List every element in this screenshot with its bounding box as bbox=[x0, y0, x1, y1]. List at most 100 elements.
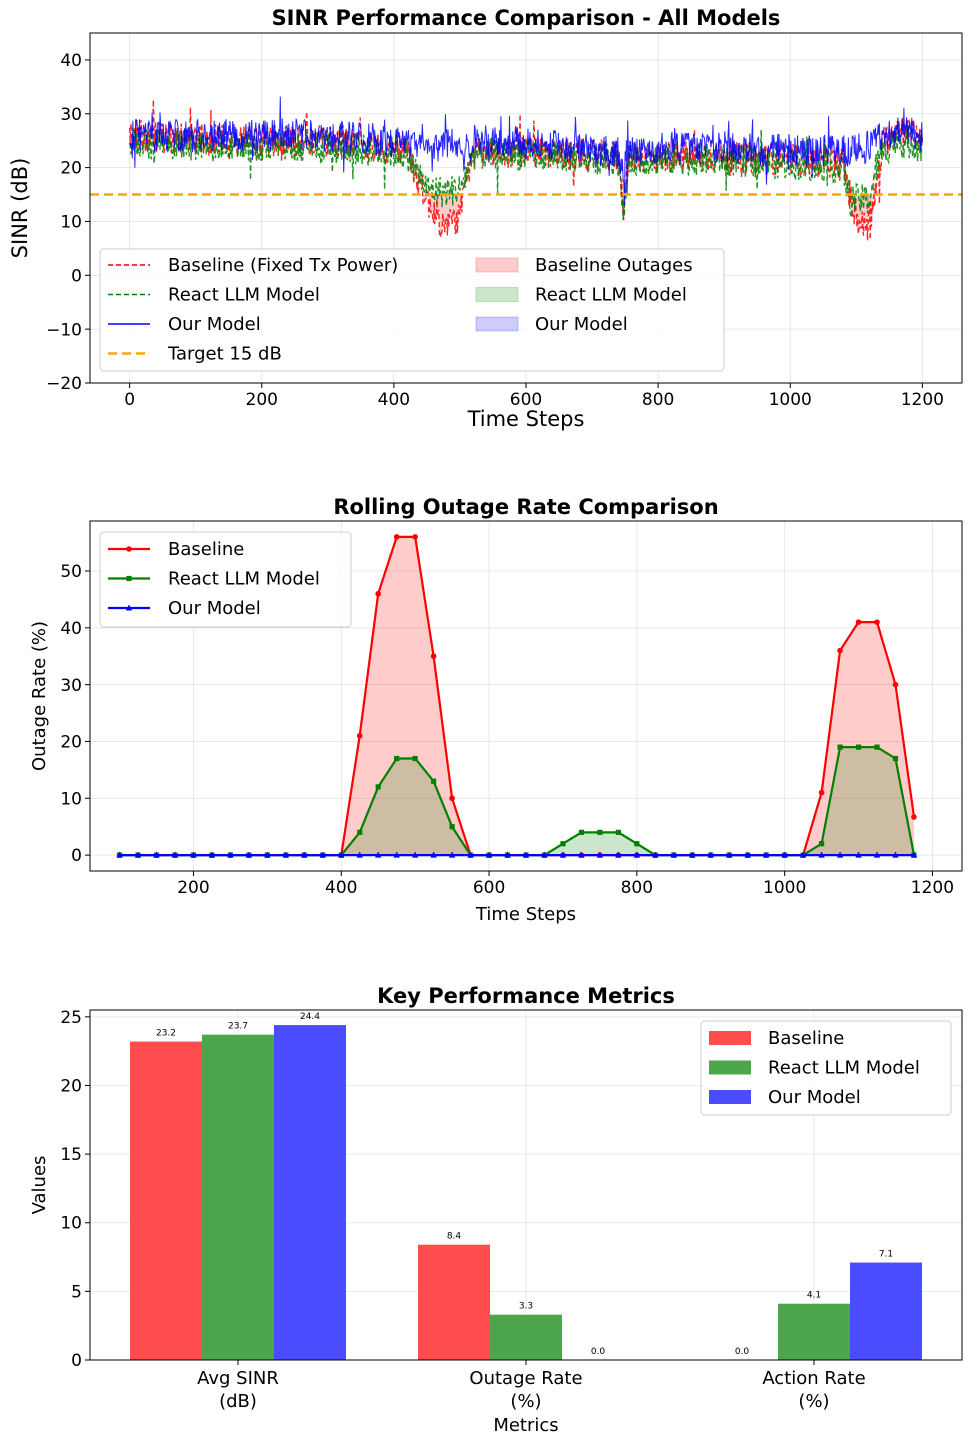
data-point bbox=[837, 647, 843, 654]
x-tick-label: 800 bbox=[621, 878, 653, 898]
y-tick-label: 50 bbox=[60, 562, 82, 582]
legend: Baseline (Fixed Tx Power) React LLM Model… bbox=[99, 248, 725, 372]
data-point bbox=[541, 851, 548, 858]
y-tick-label: 40 bbox=[60, 619, 82, 639]
y-tick-label: 10 bbox=[60, 213, 82, 233]
bar bbox=[130, 1041, 202, 1360]
legend-marker bbox=[126, 546, 132, 552]
data-point bbox=[892, 755, 899, 762]
legend-label: Baseline bbox=[168, 539, 244, 560]
outage-rate-chart: 200 400 600 800 1000 1200 0 10 20 30 40 50 Time Step… bbox=[29, 495, 963, 925]
x-axis-label: Metrics bbox=[493, 1415, 558, 1436]
y-tick-label: 20 bbox=[60, 159, 82, 179]
y-tick-label: 40 bbox=[60, 51, 82, 71]
y-tick-label: 30 bbox=[60, 676, 82, 696]
legend-swatch bbox=[709, 1090, 751, 1104]
bar-value-label: 3.3 bbox=[519, 1302, 533, 1312]
bar bbox=[202, 1034, 274, 1360]
y-tick-label: 0 bbox=[71, 846, 82, 866]
data-point bbox=[393, 534, 400, 540]
x-tick-label: Action Rate bbox=[762, 1368, 865, 1389]
legend-label: Our Model bbox=[535, 314, 628, 335]
bar-value-label: 8.4 bbox=[447, 1232, 462, 1242]
y-axis-label: Values bbox=[29, 1156, 50, 1215]
x-tick-label: 400 bbox=[378, 390, 410, 410]
data-point bbox=[448, 851, 456, 858]
bar bbox=[778, 1303, 850, 1360]
y-tick-label: 0 bbox=[71, 1351, 82, 1371]
legend-label: Our Model bbox=[168, 314, 261, 335]
x-tick-label: 200 bbox=[246, 390, 278, 410]
data-point bbox=[338, 851, 345, 858]
legend-marker bbox=[126, 575, 132, 582]
data-point bbox=[449, 795, 455, 802]
bar-value-label: 4.1 bbox=[807, 1291, 821, 1301]
data-point bbox=[227, 851, 234, 858]
data-point bbox=[449, 824, 455, 830]
bar-value-label: 24.4 bbox=[300, 1012, 320, 1022]
data-point bbox=[910, 851, 918, 858]
y-tick-label: 5 bbox=[71, 1282, 82, 1302]
metrics-bar-chart: 23.2 8.4 0.0 23.7 3.3 4.1 24.4 0.0 7.1 0 5 10 15 20 25… bbox=[29, 984, 963, 1436]
x-tick-label: 800 bbox=[642, 390, 674, 410]
x-tick-label: 1000 bbox=[763, 878, 806, 898]
legend-swatch bbox=[475, 257, 519, 273]
data-point bbox=[375, 590, 382, 597]
data-point bbox=[116, 851, 123, 858]
data-point bbox=[430, 653, 437, 660]
data-point bbox=[412, 534, 418, 540]
y-tick-label: 20 bbox=[60, 733, 82, 753]
data-point bbox=[171, 851, 179, 858]
legend-label: Baseline (Fixed Tx Power) bbox=[168, 255, 398, 276]
legend-label: React LLM Model bbox=[535, 285, 687, 306]
x-tick-label: Avg SINR bbox=[197, 1368, 279, 1389]
data-point bbox=[818, 841, 825, 847]
x-tick-label: (%) bbox=[510, 1391, 541, 1412]
y-tick-label: 10 bbox=[60, 789, 82, 809]
data-point bbox=[873, 851, 881, 858]
data-point bbox=[578, 851, 585, 858]
data-point bbox=[412, 755, 418, 762]
bar-value-label: 0.0 bbox=[735, 1347, 750, 1357]
data-point bbox=[855, 619, 862, 625]
x-axis-label: Time Steps bbox=[467, 407, 585, 431]
data-point bbox=[652, 851, 659, 858]
data-point bbox=[634, 841, 640, 847]
data-point bbox=[670, 851, 677, 858]
chart-title: SINR Performance Comparison - All Models bbox=[272, 6, 781, 30]
data-point bbox=[578, 829, 585, 835]
data-point bbox=[560, 841, 566, 847]
data-point bbox=[357, 829, 363, 835]
legend-label: Our Model bbox=[168, 598, 261, 619]
data-point bbox=[855, 851, 862, 858]
x-tick-label: 200 bbox=[177, 878, 209, 898]
data-point bbox=[356, 851, 363, 858]
chart-title: Key Performance Metrics bbox=[377, 984, 675, 1008]
bar-value-label: 0.0 bbox=[591, 1347, 606, 1357]
bar-value-label: 7.1 bbox=[879, 1250, 893, 1260]
data-point bbox=[301, 851, 308, 858]
x-tick-label: Outage Rate bbox=[469, 1368, 582, 1389]
data-point bbox=[781, 851, 788, 858]
data-point bbox=[356, 732, 363, 739]
x-tick-label: 1200 bbox=[901, 390, 944, 410]
y-tick-label: 20 bbox=[60, 1076, 82, 1096]
data-point bbox=[799, 851, 807, 858]
legend-label: React LLM Model bbox=[768, 1058, 920, 1079]
x-axis-label: Time Steps bbox=[475, 904, 576, 925]
series-line bbox=[129, 96, 923, 206]
series-fill bbox=[119, 747, 914, 856]
x-tick-label: (%) bbox=[798, 1391, 829, 1412]
data-point bbox=[818, 789, 825, 796]
legend-box bbox=[99, 248, 725, 372]
legend: Baseline React LLM Model Our Model bbox=[700, 1020, 952, 1116]
data-point bbox=[264, 851, 271, 858]
y-tick-label: 25 bbox=[60, 1008, 82, 1028]
data-point bbox=[615, 851, 622, 858]
data-point bbox=[874, 744, 880, 750]
bar bbox=[418, 1244, 490, 1360]
data-point bbox=[134, 851, 142, 858]
x-tick-label: 400 bbox=[325, 878, 357, 898]
bar-value-label: 23.2 bbox=[156, 1029, 176, 1039]
